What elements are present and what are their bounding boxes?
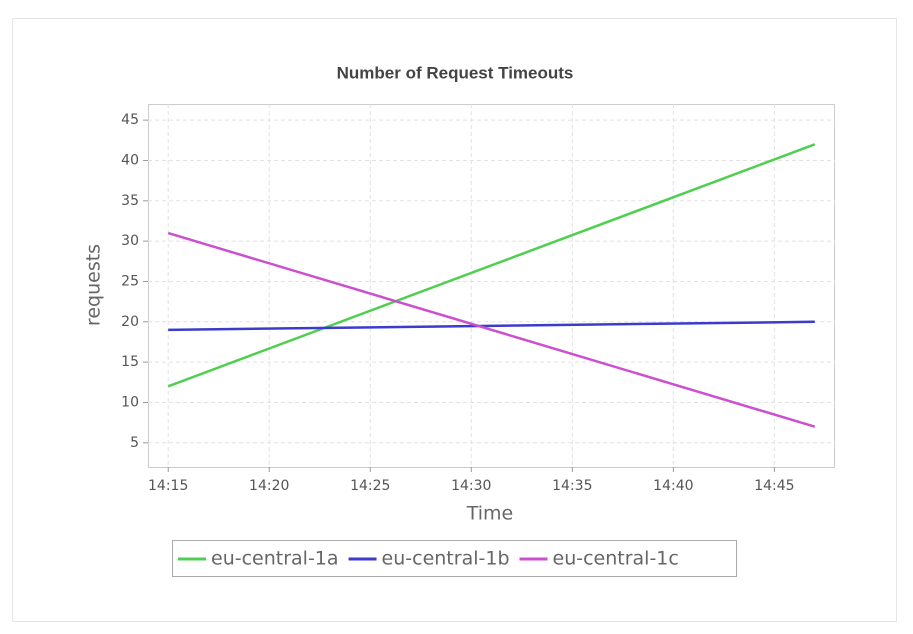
y-tick-label: 25 — [121, 273, 139, 289]
series-line — [167, 231, 816, 428]
x-tick-label: 14:40 — [653, 478, 693, 494]
x-tick-label: 14:15 — [148, 478, 188, 494]
series-line — [168, 320, 815, 332]
x-axis-label: Time — [466, 503, 514, 525]
y-tick-label: 40 — [121, 152, 139, 168]
y-tick-label: 30 — [121, 233, 139, 249]
legend-label: eu-central-1b — [382, 548, 510, 570]
y-tick-label: 15 — [121, 354, 139, 370]
x-tick-label: 14:45 — [754, 478, 794, 494]
plot-area — [148, 104, 835, 468]
y-axis-label: requests — [83, 244, 105, 326]
x-tick-label: 14:20 — [249, 478, 289, 494]
y-tick-label: 45 — [121, 112, 139, 128]
x-tick-label: 14:25 — [350, 478, 390, 494]
legend-label: eu-central-1c — [553, 548, 679, 570]
legend-label: eu-central-1a — [211, 548, 339, 570]
y-tick-label: 5 — [130, 435, 139, 451]
series-line — [167, 143, 816, 388]
y-tick-label: 10 — [121, 394, 139, 410]
chart-title: Number of Request Timeouts — [337, 63, 574, 82]
legend — [172, 540, 737, 577]
y-tick-label: 35 — [121, 193, 139, 209]
y-tick-label: 20 — [121, 314, 139, 330]
x-tick-label: 14:30 — [451, 478, 491, 494]
x-tick-label: 14:35 — [552, 478, 592, 494]
